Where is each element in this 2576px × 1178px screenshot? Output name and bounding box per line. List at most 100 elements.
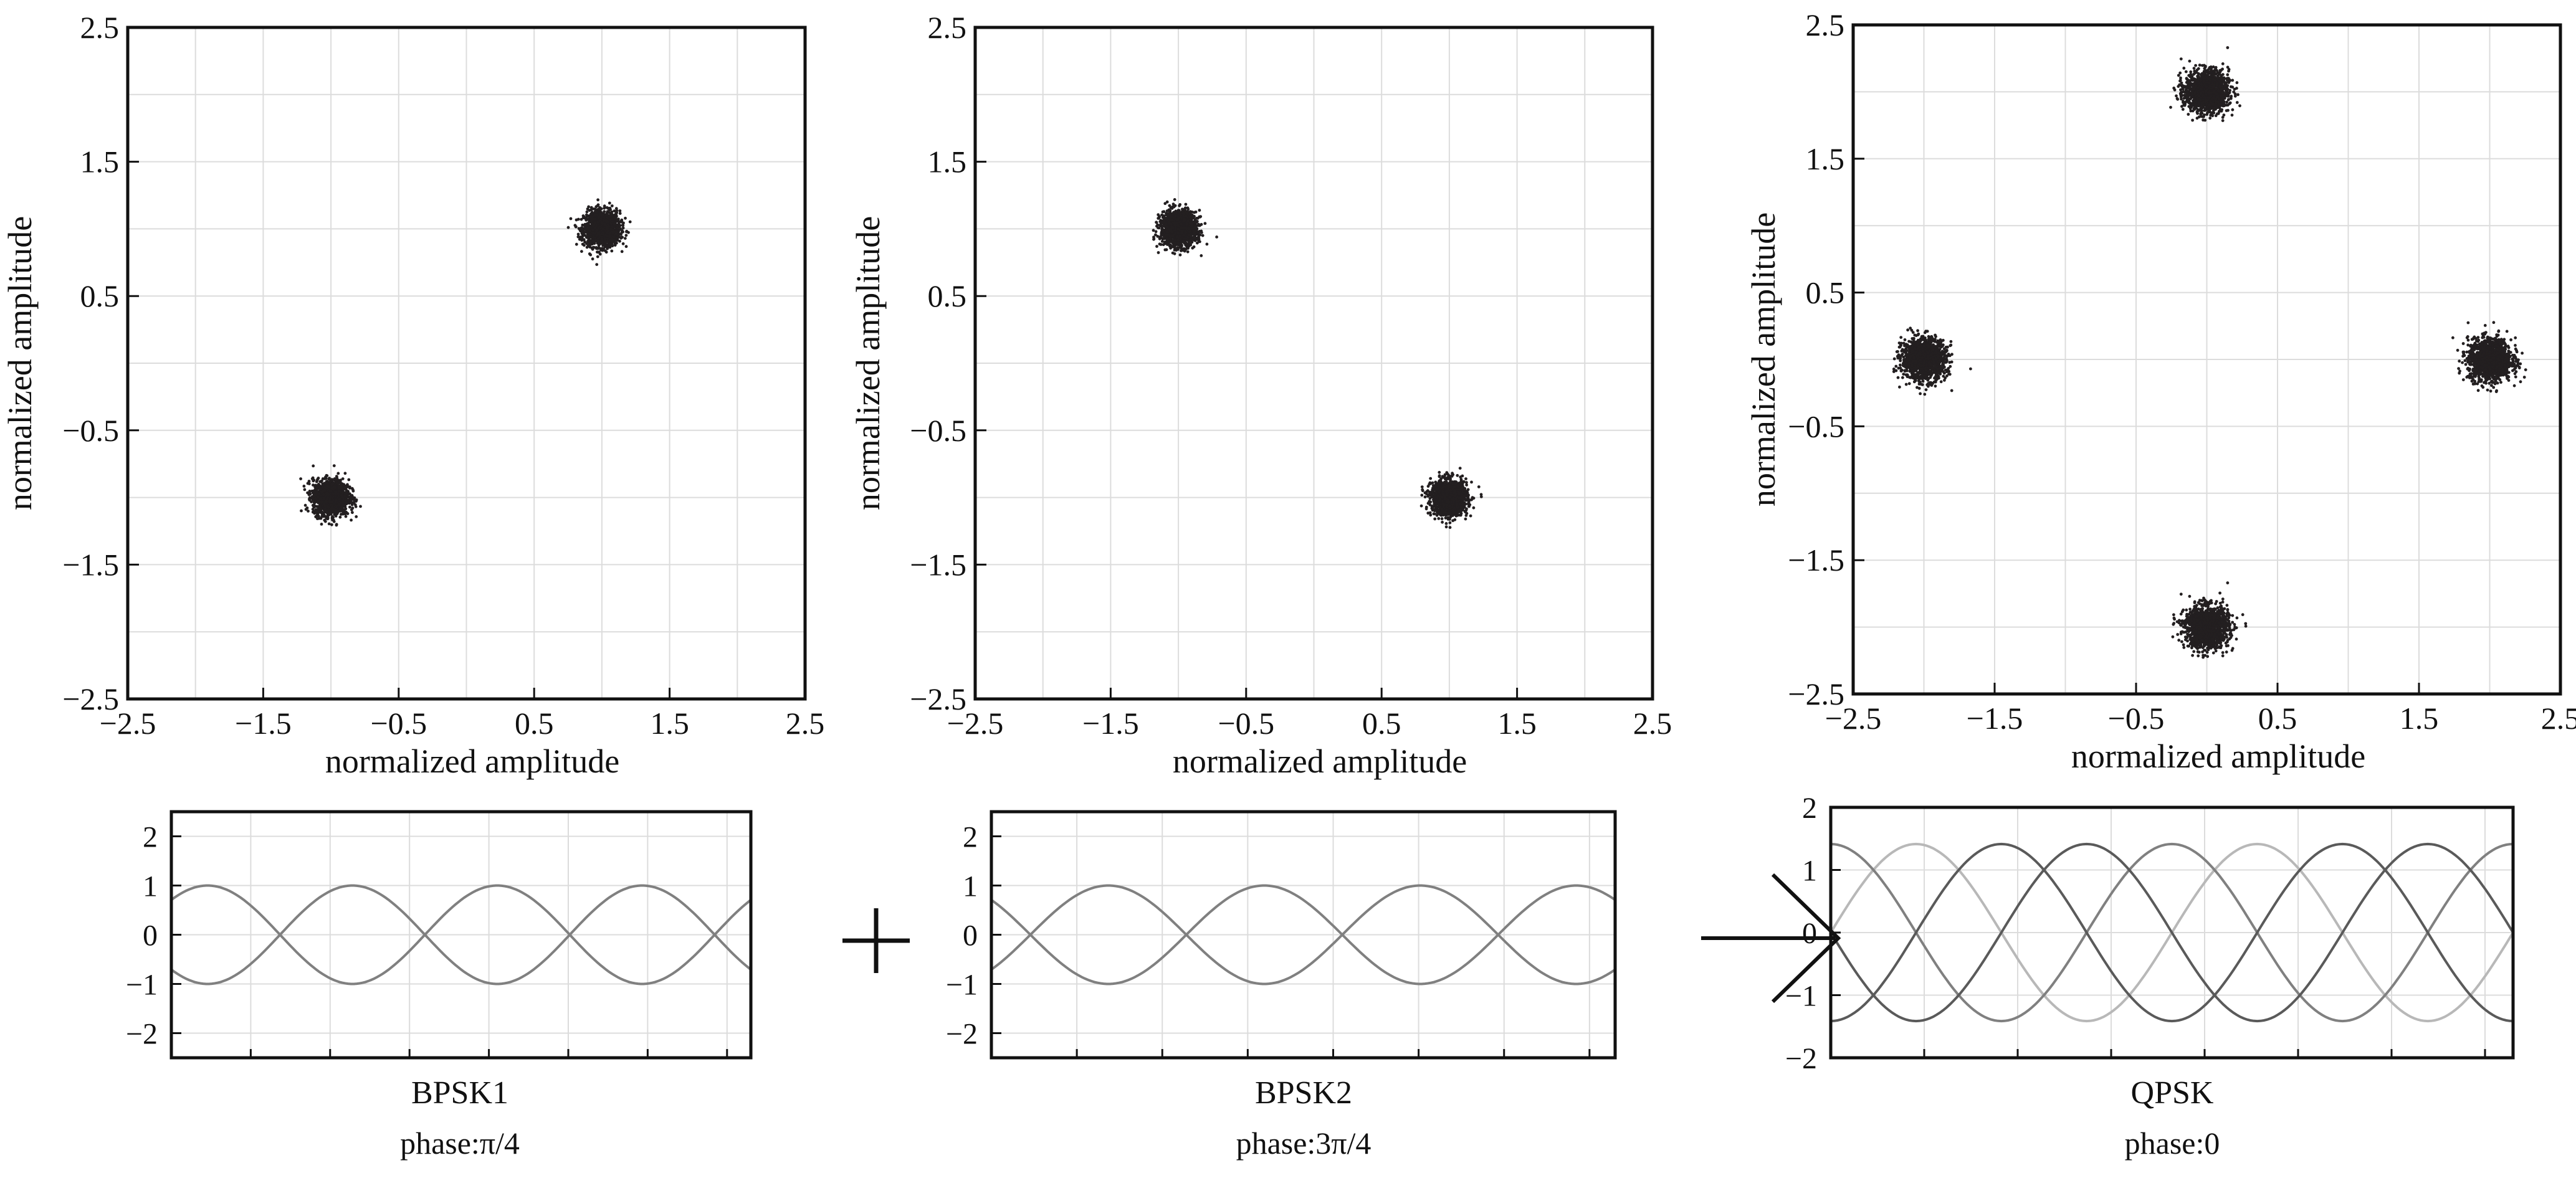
data-point xyxy=(352,501,356,505)
data-point xyxy=(351,488,355,492)
data-point xyxy=(1193,232,1196,235)
data-point xyxy=(1195,221,1198,224)
data-point xyxy=(613,209,616,212)
data-point xyxy=(1205,242,1209,246)
data-point xyxy=(312,505,316,509)
data-point xyxy=(349,500,352,503)
data-point xyxy=(1167,222,1170,225)
data-point xyxy=(610,210,614,214)
data-point xyxy=(613,238,616,241)
data-point xyxy=(595,263,599,266)
data-point xyxy=(1178,253,1182,257)
data-point xyxy=(1191,216,1195,220)
data-point xyxy=(1175,221,1178,224)
data-point xyxy=(593,227,597,230)
data-point xyxy=(321,485,324,489)
data-point xyxy=(603,222,607,226)
constellation-cluster-1 xyxy=(1419,467,1483,530)
data-point xyxy=(1155,224,1158,228)
data-point xyxy=(1185,222,1189,226)
data-point xyxy=(591,235,595,239)
data-point xyxy=(327,508,330,511)
data-point xyxy=(589,235,593,239)
data-point xyxy=(569,217,573,221)
data-point xyxy=(335,476,338,479)
data-point xyxy=(628,220,632,224)
data-point xyxy=(1184,230,1188,234)
data-point xyxy=(1170,218,1173,222)
data-point xyxy=(603,244,607,248)
data-point xyxy=(613,230,616,234)
data-point xyxy=(1160,213,1163,217)
data-point xyxy=(317,500,320,503)
data-point xyxy=(621,229,624,232)
data-point xyxy=(325,484,329,488)
data-point xyxy=(309,496,312,500)
data-point xyxy=(1184,202,1188,206)
data-point xyxy=(587,205,590,209)
data-point xyxy=(344,515,348,518)
data-point xyxy=(327,477,331,481)
data-point xyxy=(608,225,611,228)
x-tick-label: 1.5 xyxy=(650,706,689,741)
data-point xyxy=(1178,203,1182,206)
data-point xyxy=(596,250,599,254)
data-point xyxy=(588,209,591,212)
data-point xyxy=(320,479,323,483)
data-point xyxy=(330,500,333,504)
x-axis-label: normalized amplitude xyxy=(325,743,619,780)
data-point xyxy=(1421,489,1424,493)
data-point xyxy=(1171,202,1175,206)
data-point xyxy=(600,237,604,241)
data-point xyxy=(340,493,343,497)
data-point xyxy=(323,488,327,492)
data-point xyxy=(1196,224,1200,227)
data-point xyxy=(1165,248,1168,252)
data-point xyxy=(624,216,627,220)
data-point xyxy=(355,515,358,518)
data-point xyxy=(1174,214,1177,218)
data-point xyxy=(587,226,591,229)
data-point xyxy=(618,212,622,215)
y-tick-label: 0.5 xyxy=(80,278,120,313)
data-point xyxy=(610,204,614,207)
data-point xyxy=(335,481,338,485)
data-point xyxy=(345,488,348,492)
data-point xyxy=(601,214,604,217)
data-point xyxy=(1168,237,1172,240)
data-point xyxy=(618,239,621,243)
data-point xyxy=(320,500,323,503)
data-point xyxy=(1195,237,1199,241)
data-point xyxy=(611,220,614,223)
data-point xyxy=(615,237,619,240)
data-point xyxy=(623,237,627,240)
data-point xyxy=(584,217,588,221)
data-point xyxy=(1174,226,1177,229)
data-point xyxy=(589,206,593,209)
data-point xyxy=(1156,235,1160,238)
data-point xyxy=(1171,226,1175,229)
y-tick-label: −2.5 xyxy=(62,682,119,716)
data-point xyxy=(604,213,608,217)
data-point xyxy=(578,235,582,239)
data-point xyxy=(334,508,338,511)
data-point xyxy=(1187,233,1191,237)
data-point xyxy=(585,210,589,214)
y-tick-label: −0.5 xyxy=(62,413,119,448)
data-point xyxy=(608,214,611,217)
data-point xyxy=(328,498,332,501)
data-point xyxy=(580,217,583,221)
data-point xyxy=(343,472,347,475)
data-point xyxy=(1158,237,1162,240)
data-point xyxy=(1186,212,1189,216)
data-point xyxy=(1160,233,1163,236)
data-point xyxy=(312,464,315,468)
data-point xyxy=(1166,237,1170,240)
data-point xyxy=(1159,222,1163,226)
data-point xyxy=(1470,480,1473,484)
data-point xyxy=(332,520,336,523)
data-point xyxy=(1188,215,1191,219)
data-point xyxy=(1161,210,1165,214)
data-point xyxy=(315,505,319,508)
data-point xyxy=(341,503,345,506)
